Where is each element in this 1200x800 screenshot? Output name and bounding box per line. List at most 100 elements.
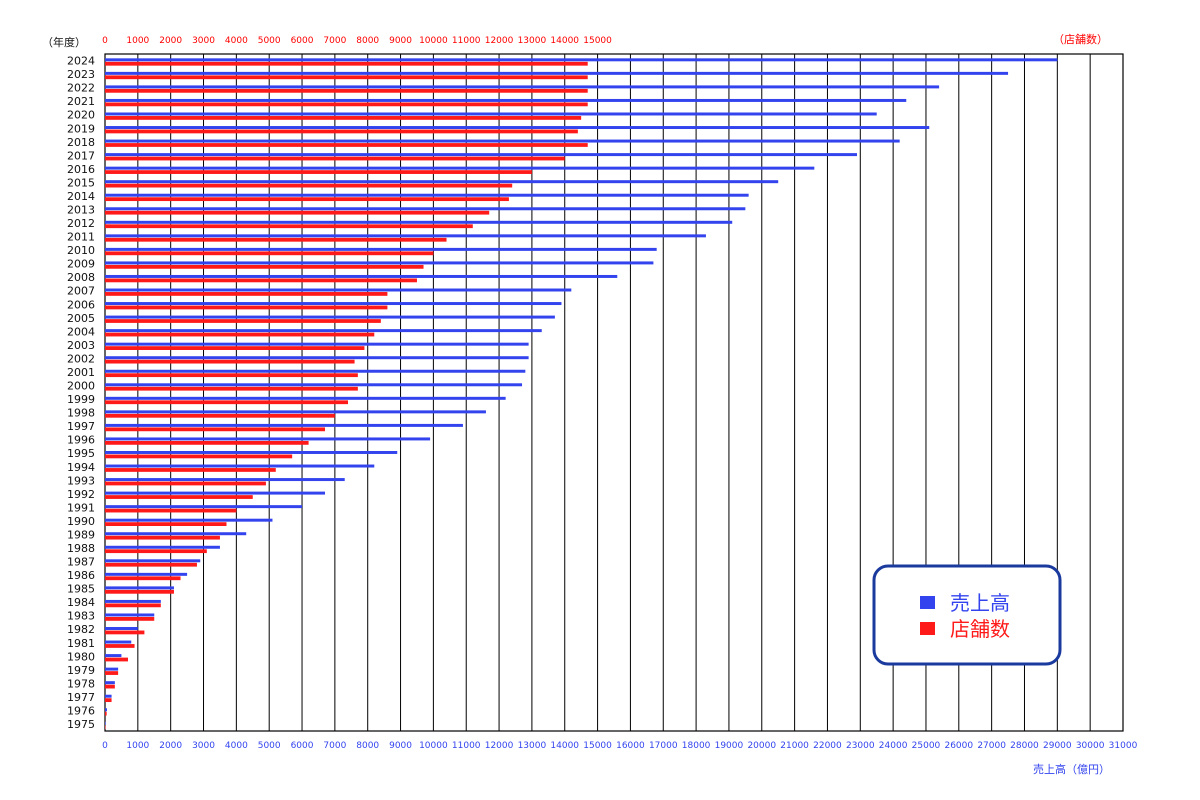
stores-bar-1992	[105, 495, 253, 499]
stores-bar-1988	[105, 549, 207, 554]
sales-bar-1994	[105, 464, 375, 468]
top-tick-label: 6000	[291, 36, 314, 46]
stores-bar-1981	[105, 644, 135, 648]
sales-bar-1988	[105, 545, 220, 549]
stores-bar-2015	[105, 183, 513, 188]
stores-bar-2010	[105, 251, 434, 256]
legend-box	[872, 564, 1062, 666]
sales-bar-1983	[105, 613, 155, 617]
bottom-tick-label: 26000	[944, 741, 973, 751]
sales-bar-2007	[105, 288, 572, 292]
bottom-tick-label: 31000	[1109, 741, 1138, 751]
year-label: 1996	[67, 434, 95, 447]
year-label: 1981	[67, 637, 95, 650]
stores-bar-2005	[105, 319, 381, 323]
top-tick-label: 11000	[452, 36, 481, 46]
stores-bar-1976	[105, 711, 107, 716]
year-label: 2006	[67, 298, 95, 311]
stores-bar-1995	[105, 454, 293, 459]
bottom-tick-label: 13000	[518, 741, 547, 751]
stores-bar-2006	[105, 305, 388, 310]
top-tick-label: 3000	[192, 36, 215, 46]
bottom-tick-label: 11000	[452, 741, 481, 751]
year-label: 2005	[67, 312, 95, 325]
legend-label-sales: 売上高	[950, 591, 1010, 615]
sales-bar-2015	[105, 180, 779, 184]
year-label: 1997	[67, 420, 95, 433]
bottom-tick-label: 7000	[323, 741, 346, 751]
stores-bar-2007	[105, 292, 388, 296]
year-label: 2020	[67, 109, 95, 122]
year-label: 1992	[67, 488, 95, 501]
year-label: 1982	[67, 623, 95, 636]
sales-bar-1985	[105, 586, 174, 590]
bottom-tick-label: 17000	[649, 741, 678, 751]
stores-bar-1982	[105, 630, 145, 635]
sales-bar-1976	[105, 708, 107, 712]
stores-bar-2002	[105, 359, 355, 364]
stores-bar-2014	[105, 197, 509, 202]
stores-bar-2008	[105, 278, 417, 283]
sales-bar-2021	[105, 98, 907, 102]
sales-bar-1993	[105, 478, 345, 482]
year-label: 1976	[67, 704, 95, 717]
sales-bar-2012	[105, 220, 733, 224]
stores-bar-2024	[105, 61, 588, 66]
y-axis-label: （年度）	[42, 35, 86, 49]
bottom-tick-label: 2000	[159, 741, 182, 751]
bottom-tick-label: 15000	[583, 741, 612, 751]
stores-bar-1997	[105, 427, 326, 432]
stores-bar-1986	[105, 576, 181, 581]
sales-bar-2011	[105, 234, 706, 238]
year-label: 2015	[67, 176, 95, 189]
bottom-tick-label: 14000	[550, 741, 579, 751]
sales-bar-1986	[105, 572, 188, 576]
stores-bar-1994	[105, 468, 276, 472]
stores-bar-2013	[105, 210, 490, 215]
sales-bar-1992	[105, 491, 326, 495]
year-labels: 2024202320222021202020192018201720162015…	[67, 55, 95, 731]
bottom-tick-label: 30000	[1076, 741, 1105, 751]
sales-bar-2005	[105, 315, 555, 319]
sales-bar-2002	[105, 356, 529, 360]
year-label: 2000	[67, 380, 95, 393]
sales-bar-1998	[105, 410, 486, 414]
sales-bar-1984	[105, 599, 161, 603]
bottom-tick-label: 0	[102, 741, 108, 751]
bottom-tick-label: 12000	[485, 741, 514, 751]
legend-swatch-sales	[920, 596, 935, 609]
stores-bar-1989	[105, 535, 220, 540]
stores-bar-2022	[105, 88, 588, 93]
top-tick-label: 0	[102, 36, 108, 46]
sales-bar-2014	[105, 193, 749, 197]
year-label: 1994	[67, 461, 95, 474]
year-label: 2013	[67, 204, 95, 217]
bottom-tick-label: 4000	[225, 741, 248, 751]
year-label: 2009	[67, 258, 95, 271]
stores-bar-2023	[105, 75, 588, 80]
stores-bar-2016	[105, 170, 532, 174]
year-label: 2004	[67, 325, 95, 338]
top-tick-label: 9000	[389, 36, 412, 46]
year-label: 1993	[67, 474, 95, 487]
top-tick-label: 4000	[225, 36, 248, 46]
year-label: 2017	[67, 149, 95, 162]
sales-bar-2017	[105, 153, 858, 157]
bottom-tick-label: 28000	[1010, 741, 1039, 751]
bottom-axis-label: 売上高（億円）	[1033, 762, 1110, 776]
top-axis-label: （店舗数）	[1053, 32, 1108, 46]
top-axis-ticks: 0 1000 2000 3000 4000 5000 6000 7000 8000 9000 100…	[102, 36, 612, 46]
year-label: 1977	[67, 691, 95, 704]
sales-bar-2000	[105, 383, 523, 387]
stores-bar-1978	[105, 684, 115, 689]
bottom-tick-label: 5000	[258, 741, 281, 751]
sales-bar-1979	[105, 667, 119, 671]
stores-bar-1984	[105, 603, 161, 608]
year-label: 1979	[67, 664, 95, 677]
stores-bar-2019	[105, 129, 578, 134]
stores-bar-1983	[105, 616, 155, 621]
legend: 売上高 店舗数	[872, 564, 1062, 666]
bottom-tick-label: 25000	[912, 741, 941, 751]
legend-label-stores: 店舗数	[950, 617, 1010, 641]
sales-bar-2022	[105, 85, 940, 89]
